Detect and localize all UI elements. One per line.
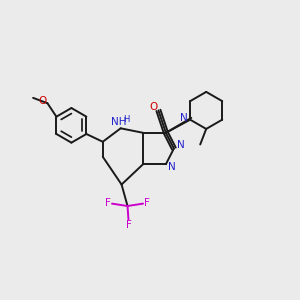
- Text: NH: NH: [110, 117, 126, 127]
- Text: O: O: [38, 96, 46, 106]
- Text: F: F: [144, 198, 150, 208]
- Text: H: H: [123, 116, 129, 124]
- Text: N: N: [177, 140, 184, 150]
- Text: O: O: [149, 102, 157, 112]
- Text: F: F: [126, 220, 132, 230]
- Text: N: N: [168, 162, 176, 172]
- Text: F: F: [105, 198, 111, 208]
- Text: N: N: [180, 113, 188, 123]
